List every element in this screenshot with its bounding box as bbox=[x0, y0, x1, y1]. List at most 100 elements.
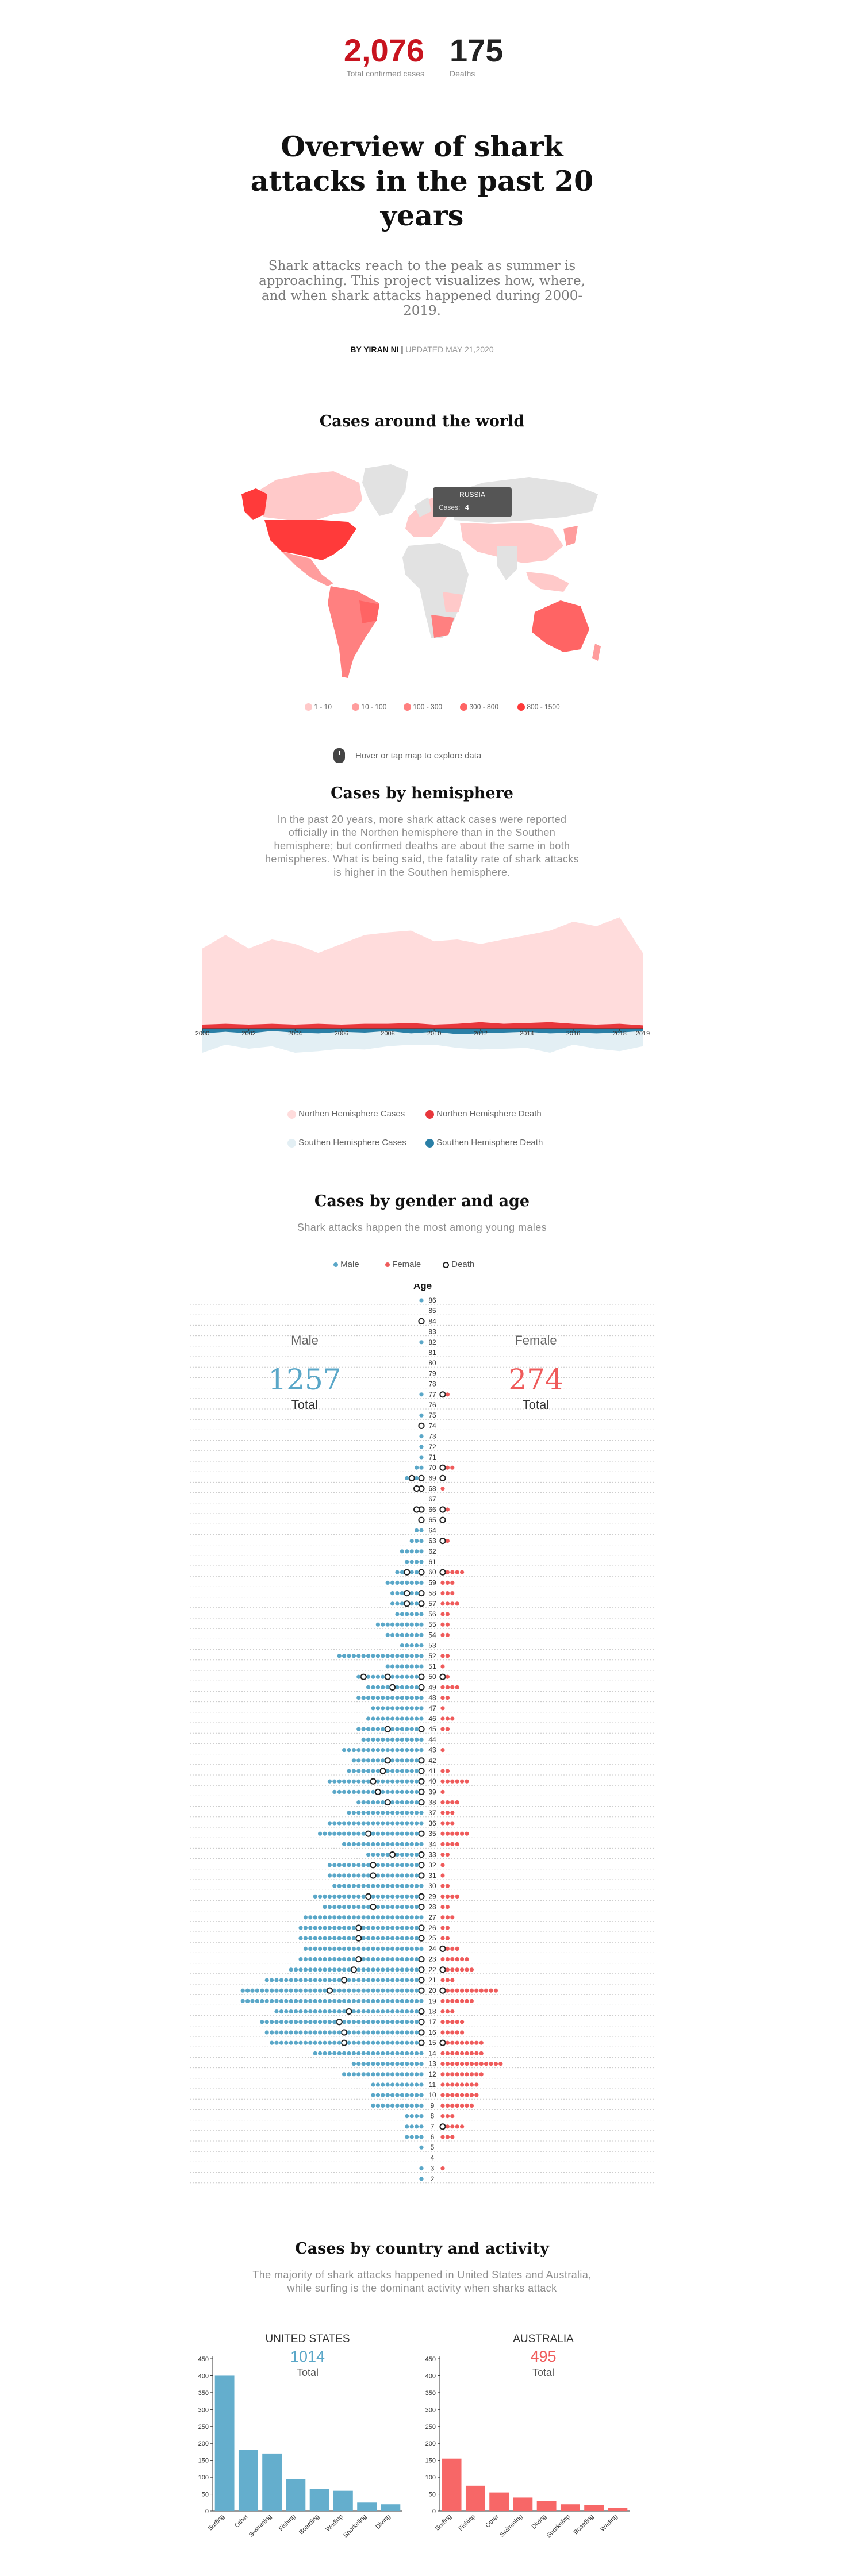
age-label: 39 bbox=[428, 1788, 436, 1796]
byline-date: UPDATED MAY 21,2020 bbox=[403, 345, 494, 354]
map-mexico[interactable] bbox=[282, 552, 333, 586]
hemisphere-heading: Cases by hemisphere bbox=[331, 784, 513, 802]
male-dot bbox=[415, 1612, 419, 1616]
age-row: 73 bbox=[190, 1433, 655, 1441]
male-dot bbox=[308, 1946, 313, 1951]
male-dot bbox=[337, 1894, 342, 1899]
male-dot bbox=[371, 2082, 375, 2087]
map-japan[interactable] bbox=[563, 526, 578, 546]
male-dot bbox=[390, 2093, 395, 2097]
map-australia[interactable] bbox=[532, 600, 589, 652]
map-alaska[interactable] bbox=[241, 488, 267, 520]
male-dot bbox=[351, 1894, 356, 1899]
male-dot bbox=[415, 1727, 419, 1731]
male-dot bbox=[395, 1999, 400, 2003]
au-bar bbox=[489, 2492, 509, 2511]
map-scandinavia[interactable] bbox=[414, 497, 431, 517]
male-dot bbox=[400, 1769, 404, 1773]
map-east-africa[interactable] bbox=[443, 592, 463, 612]
world-map[interactable] bbox=[241, 460, 604, 690]
deaths-label: Deaths bbox=[450, 69, 475, 78]
male-death-dot bbox=[418, 1977, 425, 1984]
male-dot bbox=[395, 1769, 400, 1773]
male-dot bbox=[361, 1789, 366, 1794]
byline: BY YIRAN NI | UPDATED MAY 21,2020 bbox=[0, 345, 844, 354]
map-south-africa[interactable] bbox=[431, 615, 454, 638]
map-usa[interactable] bbox=[264, 520, 356, 560]
male-dot bbox=[356, 2072, 361, 2077]
map-brazil[interactable] bbox=[359, 600, 379, 623]
map-asia[interactable] bbox=[460, 523, 563, 563]
female-dot bbox=[445, 1821, 450, 1826]
male-dot bbox=[250, 1988, 255, 1993]
hemisphere-chart[interactable]: 2000 2002 2004 2006 2008 2010 2012 2014 2016 2018… bbox=[195, 885, 650, 1080]
age-row: 74 bbox=[190, 1422, 655, 1430]
male-dot bbox=[409, 2020, 414, 2024]
male-dot bbox=[371, 1978, 375, 1982]
male-dot bbox=[298, 2009, 303, 2014]
male-dot bbox=[381, 1622, 385, 1627]
map-new-zealand[interactable] bbox=[592, 644, 601, 661]
age-row: 25 bbox=[190, 1934, 655, 1943]
male-dot bbox=[415, 1549, 419, 1554]
male-dot bbox=[347, 1946, 351, 1951]
male-dot bbox=[419, 1445, 424, 1449]
age-label: 70 bbox=[428, 1464, 436, 1472]
male-dot bbox=[303, 2009, 308, 2014]
male-dot bbox=[385, 1737, 390, 1742]
male-dot bbox=[381, 1967, 385, 1972]
female-dot bbox=[445, 1622, 450, 1627]
map-indonesia[interactable] bbox=[526, 572, 569, 592]
male-dot bbox=[356, 1696, 361, 1700]
age-axis-title: Age bbox=[413, 1284, 432, 1291]
map-india[interactable] bbox=[497, 546, 517, 580]
male-dot bbox=[415, 1873, 419, 1878]
au-y-tick-label: 400 bbox=[425, 2373, 436, 2379]
female-dot bbox=[465, 2093, 469, 2097]
female-dot bbox=[445, 2072, 450, 2077]
male-dot bbox=[381, 1685, 385, 1689]
male-dot bbox=[375, 1800, 380, 1805]
male-dot bbox=[356, 1831, 361, 1836]
male-dot bbox=[347, 1769, 351, 1773]
male-dot bbox=[332, 1821, 337, 1826]
male-dot bbox=[395, 1957, 400, 1962]
male-dot bbox=[342, 1831, 347, 1836]
male-dot bbox=[395, 1570, 400, 1574]
us-y-tick-label: 250 bbox=[198, 2424, 209, 2431]
male-dot bbox=[308, 1926, 313, 1930]
male-dot bbox=[415, 1465, 419, 1470]
male-dot bbox=[337, 1654, 342, 1658]
map-africa[interactable] bbox=[402, 543, 469, 638]
map-greenland[interactable] bbox=[362, 464, 408, 516]
male-dot bbox=[381, 1696, 385, 1700]
au-y-tick-label: 350 bbox=[425, 2390, 436, 2397]
male-dot bbox=[279, 2009, 283, 2014]
age-row: 12 bbox=[190, 2070, 655, 2079]
male-death-dot bbox=[370, 1778, 377, 1785]
age-chart[interactable]: Age8685848382818079787776757473727170696… bbox=[190, 1284, 655, 2189]
male-dot bbox=[366, 1748, 371, 1753]
map-south-america[interactable] bbox=[328, 586, 379, 678]
male-dot bbox=[395, 1779, 400, 1784]
female-dot bbox=[445, 1570, 450, 1574]
age-label: 59 bbox=[428, 1578, 436, 1587]
map-canada[interactable] bbox=[253, 471, 362, 520]
male-dot bbox=[375, 2020, 380, 2024]
female-dot bbox=[460, 2030, 465, 2035]
female-dot bbox=[440, 2135, 445, 2139]
male-dot bbox=[313, 1936, 317, 1940]
female-dot bbox=[450, 1580, 455, 1585]
male-dot bbox=[395, 1758, 400, 1763]
male-dot bbox=[366, 1685, 371, 1689]
male-dot bbox=[385, 1957, 390, 1962]
male-dot bbox=[405, 1957, 409, 1962]
female-dot bbox=[455, 1957, 459, 1962]
male-dot bbox=[400, 1716, 404, 1721]
male-dot bbox=[313, 1894, 317, 1899]
male-dot bbox=[342, 1821, 347, 1826]
male-dot bbox=[361, 1748, 366, 1753]
age-label: 27 bbox=[428, 1913, 436, 1922]
